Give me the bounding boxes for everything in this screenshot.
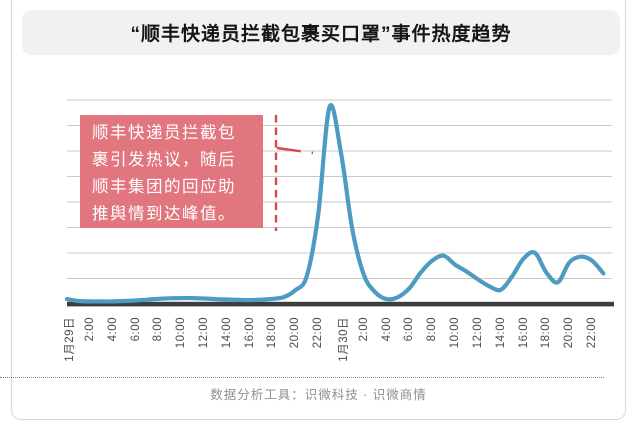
trend-line — [64, 103, 606, 304]
x-tick-label: 1月29日 — [64, 317, 76, 362]
x-tick-label: 2:00 — [357, 317, 370, 342]
annotation-line-2: 裹引发热议，随后 — [92, 151, 236, 169]
x-tick-label: 20:00 — [289, 317, 302, 349]
annotation-line-1: 顺丰快递员拦截包 — [92, 124, 236, 142]
footer-divider — [0, 377, 604, 378]
x-tick-label: 4:00 — [106, 317, 119, 342]
x-tick-label: 20:00 — [563, 317, 576, 349]
x-axis-baseline — [67, 301, 614, 307]
x-tick-label: 6:00 — [403, 317, 416, 342]
x-tick-label: 10:00 — [449, 317, 461, 349]
annotation-line-3: 顺丰集团的回应助 — [92, 178, 236, 196]
chart-title-bar: “顺丰快递员拦截包裹买口罩”事件热度趋势 — [22, 10, 620, 55]
x-tick-label: 22:00 — [586, 317, 598, 349]
x-tick-label: 12:00 — [198, 317, 210, 349]
x-tick-label: 16:00 — [243, 317, 256, 349]
x-tick-label: 1月30日 — [337, 317, 350, 362]
x-tick-label: 8:00 — [152, 317, 165, 342]
x-tick-label: 2:00 — [83, 317, 96, 342]
chart-title: “顺丰快递员拦截包裹买口罩”事件热度趋势 — [130, 24, 512, 45]
x-tick-label: 8:00 — [426, 317, 439, 342]
x-tick-label: 14:00 — [220, 317, 233, 349]
x-tick-label: 12:00 — [471, 317, 484, 349]
x-tick-label: 22:00 — [312, 317, 325, 349]
footer-credit: 数据分析工具：识微科技 · 识微商情 — [210, 388, 427, 402]
x-tick-label: 4:00 — [380, 317, 393, 342]
annotation-line-4: 推舆情到达峰值。 — [92, 205, 236, 223]
x-tick-label: 16:00 — [517, 317, 530, 349]
x-tick-label: 14:00 — [494, 317, 507, 349]
x-tick-label: 6:00 — [129, 317, 142, 342]
annotation-callout: 顺丰快递员拦截包 裹引发热议，随后 顺丰集团的回应助 推舆情到达峰值。 — [80, 115, 263, 228]
x-tick-label: 18:00 — [266, 317, 279, 349]
annotation-dashed-pointer — [276, 146, 314, 155]
x-tick-label: 18:00 — [540, 317, 553, 349]
x-tick-label: 10:00 — [175, 317, 188, 349]
